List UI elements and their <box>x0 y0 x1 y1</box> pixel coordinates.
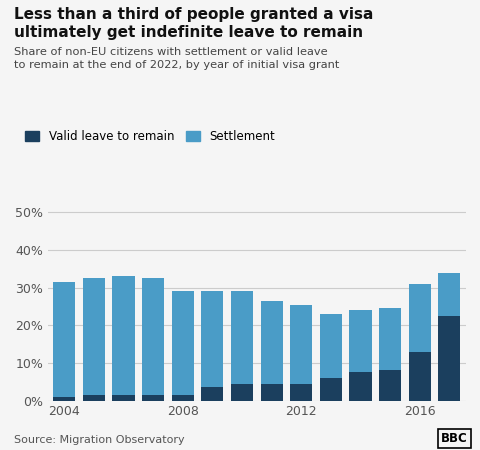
Bar <box>201 387 224 400</box>
Bar <box>261 301 283 383</box>
Bar <box>83 278 105 395</box>
Bar <box>112 276 134 395</box>
Bar <box>408 284 431 351</box>
Bar <box>379 370 401 400</box>
Legend: Valid leave to remain, Settlement: Valid leave to remain, Settlement <box>20 125 280 148</box>
Bar <box>231 291 253 383</box>
Bar <box>349 372 372 400</box>
Text: Less than a third of people granted a visa: Less than a third of people granted a vi… <box>14 7 374 22</box>
Bar <box>53 397 75 400</box>
Bar <box>172 291 194 395</box>
Text: Share of non-EU citizens with settlement or valid leave
to remain at the end of : Share of non-EU citizens with settlement… <box>14 47 340 71</box>
Text: Source: Migration Observatory: Source: Migration Observatory <box>14 435 185 445</box>
Bar <box>201 291 224 387</box>
Bar <box>290 383 312 400</box>
Bar <box>290 305 312 383</box>
Bar <box>53 282 75 397</box>
Bar <box>349 310 372 372</box>
Bar <box>320 314 342 378</box>
Bar <box>142 278 164 395</box>
Bar <box>320 378 342 400</box>
Bar <box>379 308 401 370</box>
Text: BBC: BBC <box>441 432 468 445</box>
Bar <box>438 273 460 316</box>
Bar <box>231 383 253 400</box>
Bar <box>112 395 134 400</box>
Bar <box>438 316 460 400</box>
Bar <box>142 395 164 400</box>
Bar <box>172 395 194 400</box>
Bar <box>408 351 431 400</box>
Bar <box>83 395 105 400</box>
Bar <box>261 383 283 400</box>
Text: ultimately get indefinite leave to remain: ultimately get indefinite leave to remai… <box>14 25 363 40</box>
